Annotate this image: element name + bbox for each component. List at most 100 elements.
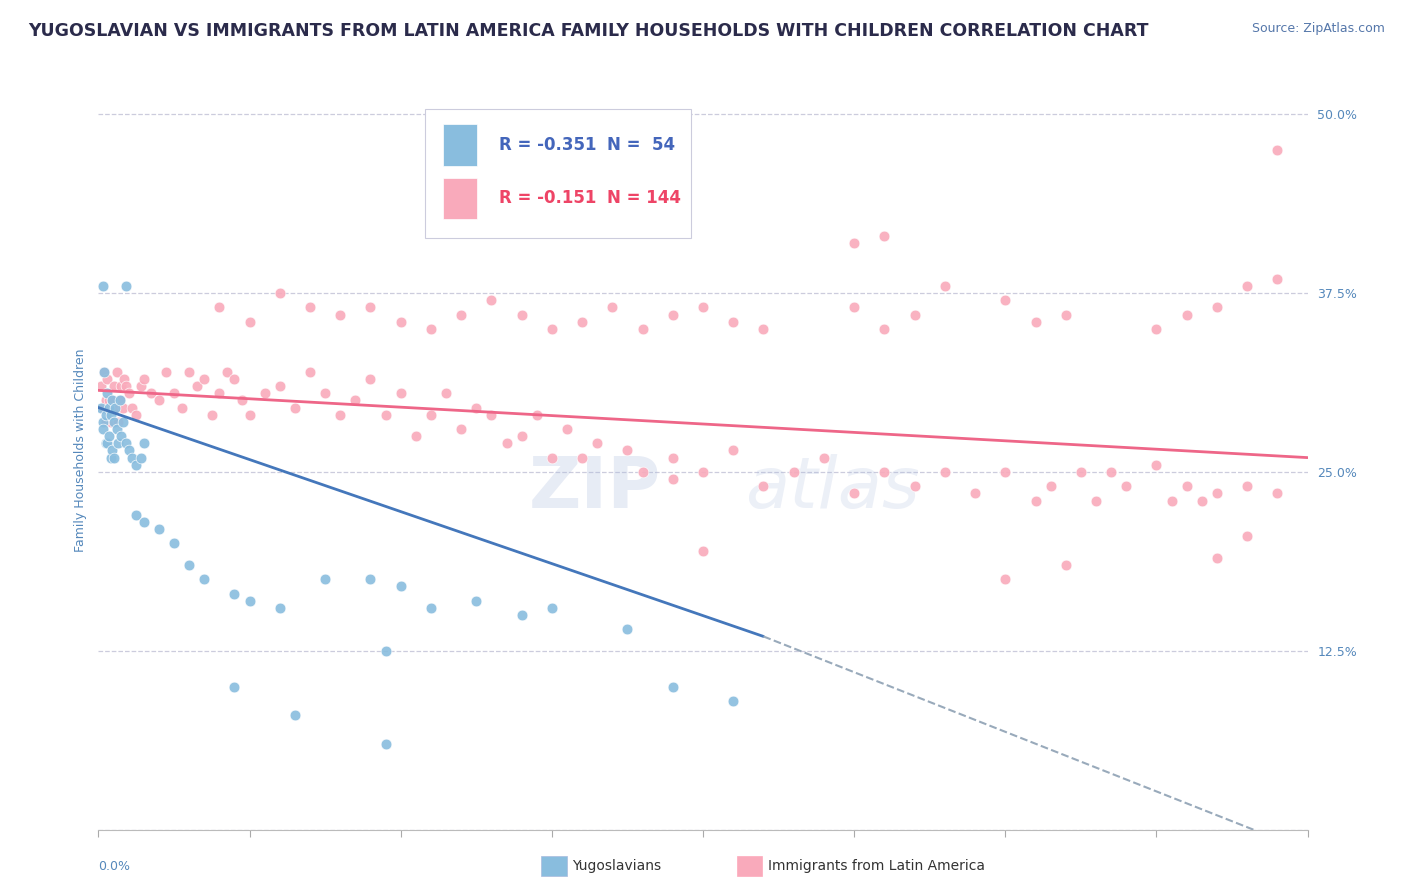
Point	[103, 450, 125, 465]
Point	[110, 379, 132, 393]
Point	[813, 450, 835, 465]
Point	[434, 386, 457, 401]
Point	[329, 308, 352, 322]
Point	[90, 401, 112, 415]
Point	[1236, 479, 1258, 493]
Point	[125, 508, 148, 522]
Point	[163, 536, 186, 550]
Point	[1267, 143, 1289, 157]
Point	[389, 579, 412, 593]
Point	[450, 422, 472, 436]
Point	[360, 372, 382, 386]
Point	[100, 415, 122, 429]
Point	[723, 315, 745, 329]
Point	[107, 415, 129, 429]
Point	[193, 372, 215, 386]
Point	[586, 436, 609, 450]
Point	[752, 479, 775, 493]
Point	[186, 379, 208, 393]
Point	[481, 293, 503, 308]
Point	[170, 401, 193, 415]
Point	[94, 393, 117, 408]
Point	[844, 301, 866, 315]
Point	[108, 393, 131, 408]
Point	[374, 408, 396, 422]
Point	[1206, 301, 1229, 315]
Point	[1236, 279, 1258, 293]
Point	[148, 522, 170, 536]
Point	[208, 301, 231, 315]
Point	[873, 228, 896, 243]
Point	[208, 386, 231, 401]
Point	[253, 386, 276, 401]
Point	[904, 479, 927, 493]
Point	[1085, 493, 1108, 508]
Point	[269, 600, 291, 615]
Point	[540, 322, 562, 336]
Point	[163, 386, 186, 401]
Point	[125, 408, 148, 422]
Point	[299, 301, 322, 315]
Point	[129, 379, 152, 393]
Point	[1054, 308, 1077, 322]
Point	[101, 443, 124, 458]
Point	[723, 443, 745, 458]
Point	[752, 322, 775, 336]
Point	[405, 429, 427, 443]
Point	[1160, 493, 1182, 508]
Point	[98, 429, 121, 443]
Point	[94, 436, 117, 450]
Point	[239, 315, 262, 329]
Y-axis label: Family Households with Children: Family Households with Children	[75, 349, 87, 552]
Polygon shape	[443, 178, 477, 219]
Point	[873, 322, 896, 336]
Point	[661, 450, 683, 465]
Point	[239, 408, 262, 422]
Point	[91, 415, 114, 429]
Point	[510, 429, 533, 443]
Point	[96, 436, 118, 450]
Point	[215, 365, 238, 379]
Point	[299, 365, 322, 379]
Point	[114, 379, 136, 393]
Point	[121, 401, 143, 415]
Point	[91, 279, 114, 293]
Point	[873, 465, 896, 479]
Point	[93, 365, 115, 379]
Point	[692, 543, 714, 558]
Point	[132, 515, 155, 529]
Point	[571, 450, 593, 465]
Point	[111, 401, 134, 415]
Point	[344, 393, 367, 408]
Point	[602, 301, 624, 315]
Point	[420, 322, 443, 336]
Point	[1024, 315, 1046, 329]
Point	[125, 458, 148, 472]
Point	[201, 408, 224, 422]
Point	[148, 393, 170, 408]
Point	[1115, 479, 1137, 493]
Point	[1206, 550, 1229, 565]
Point	[1175, 479, 1198, 493]
Point	[616, 622, 638, 636]
Point	[616, 443, 638, 458]
Point	[994, 293, 1017, 308]
Point	[224, 680, 246, 694]
Point	[389, 315, 412, 329]
Point	[96, 386, 118, 401]
Point	[1024, 493, 1046, 508]
Point	[104, 401, 127, 415]
Point	[723, 694, 745, 708]
Point	[224, 372, 246, 386]
Point	[1206, 486, 1229, 500]
Point	[360, 301, 382, 315]
Point	[994, 572, 1017, 586]
Text: Immigrants from Latin America: Immigrants from Latin America	[768, 859, 984, 873]
Point	[94, 408, 117, 422]
Point	[934, 465, 956, 479]
Point	[114, 279, 136, 293]
Text: 0.0%: 0.0%	[98, 860, 131, 873]
Point	[1039, 479, 1062, 493]
Point	[110, 429, 132, 443]
Point	[101, 393, 124, 408]
